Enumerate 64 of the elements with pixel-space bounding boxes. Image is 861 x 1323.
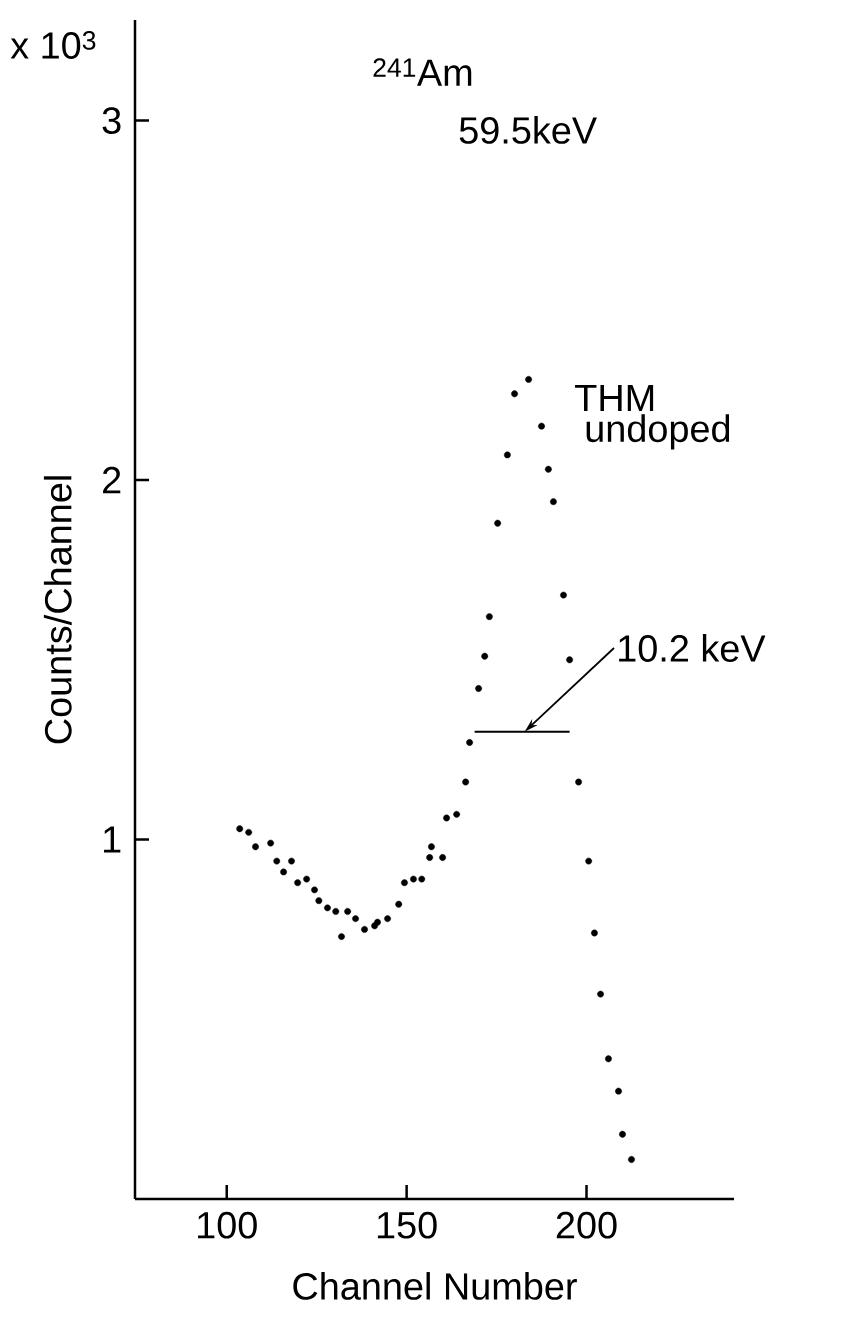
- point: [443, 814, 450, 822]
- point: [511, 390, 518, 398]
- point: [481, 652, 489, 660]
- point: [418, 875, 426, 883]
- point: [503, 451, 511, 459]
- point: [374, 918, 381, 926]
- y-tick-label: 2: [103, 466, 121, 494]
- point: [288, 857, 295, 865]
- point: [475, 685, 482, 692]
- y-tick-label: 3: [102, 107, 121, 134]
- x-tick-label: 100: [198, 1211, 257, 1239]
- point: [361, 926, 368, 933]
- point: [538, 422, 545, 430]
- point: [575, 778, 582, 786]
- y-axis-title: Counts/Channel: [43, 476, 72, 744]
- annotation: undoped: [586, 414, 730, 450]
- point: [466, 739, 473, 746]
- point: [453, 810, 461, 818]
- annotation: $^{241}$Am: [373, 58, 472, 86]
- point: [352, 915, 359, 922]
- point: [332, 908, 340, 915]
- text: x 10$^{3}$: [10, 31, 96, 59]
- point: [280, 868, 287, 876]
- point: [384, 915, 391, 922]
- point: [311, 886, 318, 894]
- point: [428, 843, 435, 851]
- point: [550, 498, 557, 506]
- point: [344, 908, 352, 915]
- point: [395, 900, 403, 908]
- annotation: 59.5keV: [459, 116, 597, 144]
- point: [485, 613, 493, 621]
- x-tick-label: 200: [556, 1211, 617, 1239]
- point: [267, 839, 275, 847]
- point: [585, 857, 593, 865]
- point: [462, 778, 470, 786]
- point: [597, 990, 604, 998]
- point: [560, 591, 567, 599]
- point: [426, 854, 434, 861]
- point: [294, 879, 301, 887]
- point: [410, 875, 417, 883]
- point: [303, 875, 310, 883]
- point: [324, 904, 331, 912]
- point: [591, 929, 598, 937]
- point: [605, 1055, 612, 1063]
- point: [628, 1156, 635, 1163]
- point: [494, 519, 502, 527]
- point: [401, 879, 408, 887]
- annotation: 10.2 keV: [619, 634, 766, 662]
- point: [525, 376, 532, 383]
- x-axis-title: Channel Number: [293, 1272, 577, 1300]
- annotation: THM: [575, 384, 654, 411]
- point: [619, 1130, 626, 1138]
- point: [273, 857, 281, 865]
- y-tick-label: 1: [104, 826, 121, 853]
- point: [315, 897, 323, 905]
- point: [245, 828, 253, 836]
- x-tick-label: 150: [377, 1211, 437, 1239]
- point: [236, 825, 244, 833]
- point: [566, 656, 573, 664]
- point: [252, 843, 259, 851]
- point: [439, 854, 446, 861]
- point: [544, 465, 552, 473]
- point: [615, 1087, 622, 1095]
- point: [338, 933, 345, 940]
